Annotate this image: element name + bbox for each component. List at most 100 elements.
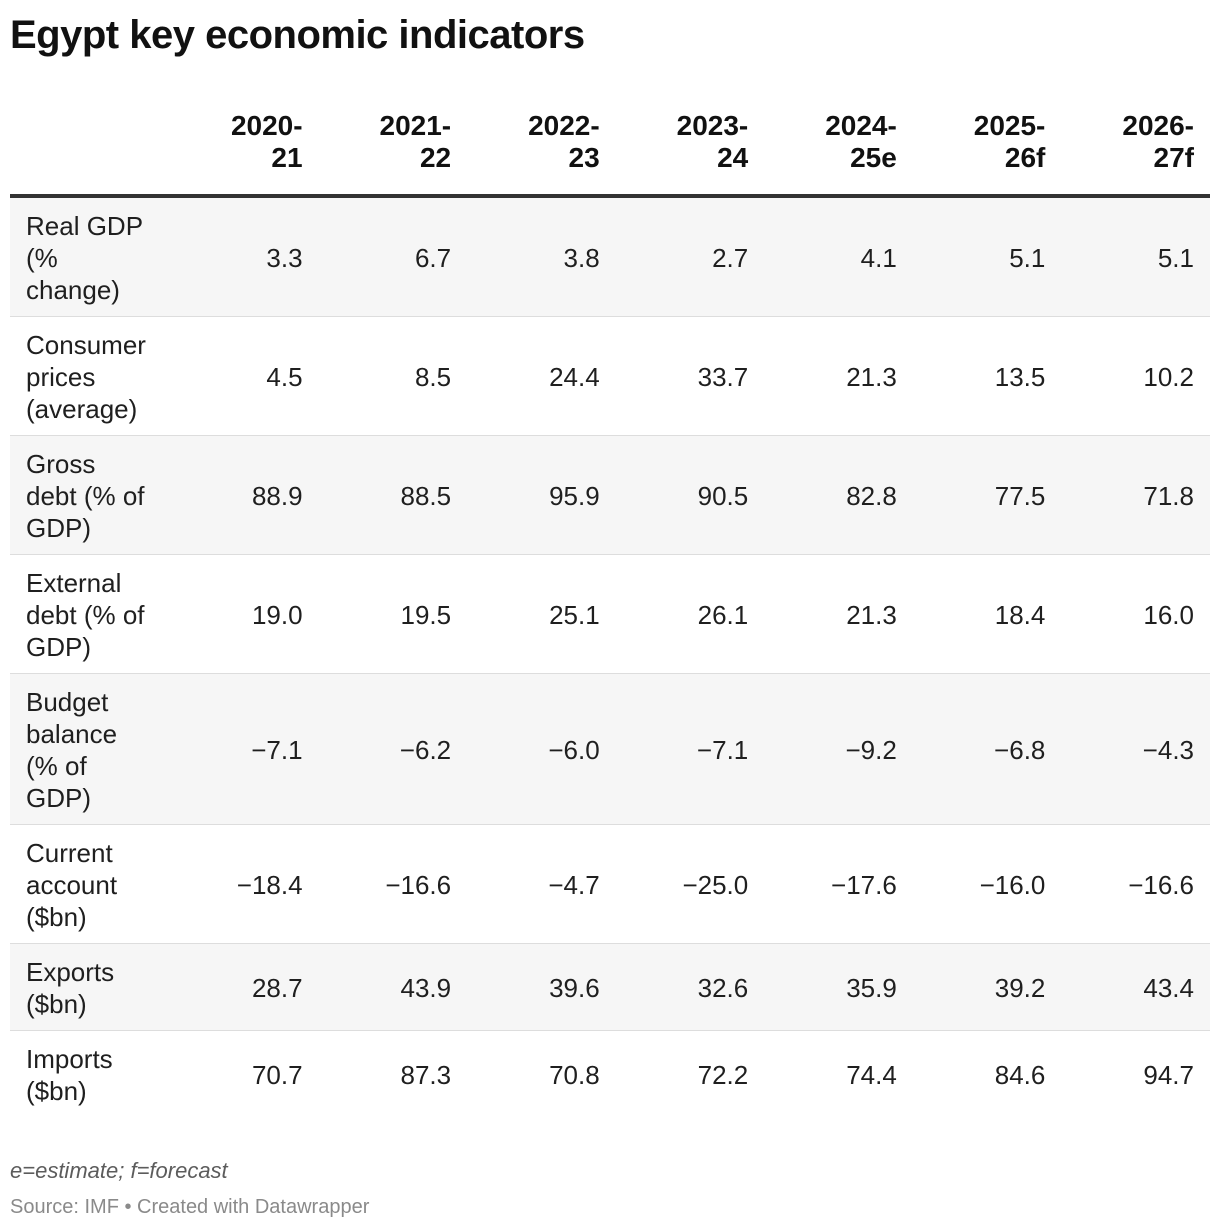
row-label-text: Budget — [26, 687, 109, 717]
table-row: Current account ($bn) −18.4 −16.6 −4.7 −25.0 −1… — [10, 824, 1210, 944]
column-header-text: 2026- — [1122, 110, 1194, 141]
value-cell: 90.5 — [615, 435, 765, 555]
row-label-text: Consumer — [26, 330, 146, 360]
table-row: Real GDP (% change) 3.3 6.7 3.8 2.7 4.1 5.1 5.1 — [10, 196, 1210, 317]
table-row: Imports ($bn) 70.7 87.3 70.8 72.2 74.4 84.6 94.7 — [10, 1031, 1210, 1118]
value-cell: 72.2 — [697, 1060, 749, 1090]
row-label-text: Exports — [26, 957, 115, 987]
value-cell: 95.9 — [467, 435, 616, 555]
corner-header-cell — [10, 110, 170, 198]
column-header: 2022- 23 — [467, 110, 616, 198]
table-header: 2020- 21 2021- 22 2022- 23 2023- 24 2024- 25e 2025… — [10, 110, 1210, 198]
column-header-text: 24 — [717, 142, 749, 173]
row-label-text: ($bn) — [26, 1076, 87, 1106]
value-cell: −25.0 — [615, 824, 765, 944]
value-cell: 21.3 — [764, 316, 913, 436]
value-cell: 33.7 — [615, 316, 765, 436]
indicators-table: 2020- 21 2021- 22 2022- 23 2023- 24 2024- 25e 2025… — [10, 110, 1210, 1117]
column-header-text: 2020- — [230, 110, 303, 141]
value-cell: 2.7 — [615, 196, 765, 317]
row-label-text: (% of — [26, 751, 87, 781]
value-cell: 88.9 — [170, 435, 319, 555]
column-header: 2020- 21 — [170, 110, 319, 198]
value-cell: −7.1 — [170, 673, 319, 825]
column-header-text: 21 — [271, 142, 303, 173]
value-cell: 43.9 — [318, 943, 468, 1031]
value-cell: 10.2 — [1061, 316, 1210, 436]
row-label-text: (% — [26, 243, 58, 273]
table-row: Gross debt (% of GDP) 88.9 88.5 95.9 90.5 82.8 7… — [10, 435, 1210, 555]
row-label-cell: Imports ($bn) — [10, 1031, 170, 1118]
value-cell: 5.1 — [1061, 196, 1210, 317]
column-header-text: 2024- — [825, 110, 897, 141]
value-cell: 5.1 — [912, 196, 1062, 317]
value-cell: 32.6 — [615, 943, 765, 1031]
value-cell: 4.1 — [764, 196, 913, 317]
value-cell: −7.1 — [615, 673, 765, 825]
value-cell: −6.0 — [467, 673, 616, 825]
value-cell: 43.4 — [1061, 943, 1210, 1031]
column-header-text: 2023- — [676, 110, 749, 141]
value-cell: −6.8 — [912, 673, 1062, 825]
value-cell: 87.3 — [400, 1060, 452, 1090]
row-label-text: ($bn) — [26, 902, 87, 932]
column-header: 2025- 26f — [912, 110, 1062, 198]
row-label-text: GDP) — [26, 513, 91, 543]
value-cell: 8.5 — [318, 316, 468, 436]
row-label-text: GDP) — [26, 632, 91, 662]
value-cell: 94.7 — [1143, 1060, 1194, 1090]
column-header: 2023- 24 — [615, 110, 765, 198]
row-label-text: Current — [26, 838, 113, 868]
row-label-text: prices — [26, 362, 96, 392]
column-header: 2026- 27f — [1061, 110, 1210, 198]
value-cell: 19.0 — [170, 554, 319, 674]
value-cell: 25.1 — [467, 554, 616, 674]
row-label-text: change) — [26, 275, 120, 305]
table-row: Budget balance (% of GDP) −7.1 −6.2 −6.0 −7.1 −9… — [10, 673, 1210, 825]
column-header-text: 25e — [850, 142, 897, 173]
column-header: 2021- 22 — [318, 110, 468, 198]
column-header-text: 23 — [568, 142, 600, 173]
value-cell: 6.7 — [318, 196, 468, 317]
value-cell: 82.8 — [764, 435, 913, 555]
value-cell: 21.3 — [764, 554, 913, 674]
value-cell: −4.7 — [467, 824, 616, 944]
chart-title: Egypt key economic indicators — [10, 13, 585, 57]
value-cell: 16.0 — [1061, 554, 1210, 674]
table-row: External debt (% of GDP) 19.0 19.5 25.1 26.1 21… — [10, 554, 1210, 674]
row-label-cell: Budget balance (% of GDP) — [10, 673, 170, 825]
column-header-text: 22 — [419, 142, 452, 173]
value-cell: 24.4 — [467, 316, 616, 436]
value-cell: −16.6 — [1061, 824, 1210, 944]
table-row: Consumer prices (average) 4.5 8.5 24.4 33.7 21.… — [10, 316, 1210, 436]
value-cell: −4.3 — [1061, 673, 1210, 825]
value-cell: 84.6 — [994, 1060, 1046, 1090]
column-header-text: 27f — [1153, 142, 1194, 173]
value-cell: 28.7 — [170, 943, 319, 1031]
row-label-text: Gross — [26, 449, 96, 479]
value-cell: −6.2 — [318, 673, 468, 825]
value-cell: 77.5 — [912, 435, 1062, 555]
value-cell: 70.7 — [251, 1060, 303, 1090]
column-header-text: 26f — [1004, 142, 1046, 173]
row-label-text: debt (% of — [26, 600, 145, 630]
column-header-text: 2025- — [973, 110, 1046, 141]
row-label-text: balance — [26, 719, 118, 749]
footnote: e=estimate; f=forecast — [10, 1158, 228, 1183]
row-label-cell: Current account ($bn) — [10, 824, 170, 944]
row-label-text: Imports — [26, 1044, 113, 1074]
value-cell: 88.5 — [318, 435, 468, 555]
value-cell: 3.8 — [467, 196, 616, 317]
row-label-cell: Real GDP (% change) — [10, 196, 170, 317]
value-cell: 71.8 — [1061, 435, 1210, 555]
row-label-text: External — [26, 568, 122, 598]
value-cell: 35.9 — [764, 943, 913, 1031]
value-cell: 74.4 — [846, 1060, 897, 1090]
value-cell: −16.6 — [318, 824, 468, 944]
header-row: 2020- 21 2021- 22 2022- 23 2023- 24 2024- 25e 2025… — [10, 110, 1210, 198]
row-label-text: Real GDP — [26, 211, 144, 241]
row-label-cell: External debt (% of GDP) — [10, 554, 170, 674]
column-header-text: 2022- — [528, 110, 600, 141]
value-cell: −9.2 — [764, 673, 913, 825]
row-label-cell: Gross debt (% of GDP) — [10, 435, 170, 555]
